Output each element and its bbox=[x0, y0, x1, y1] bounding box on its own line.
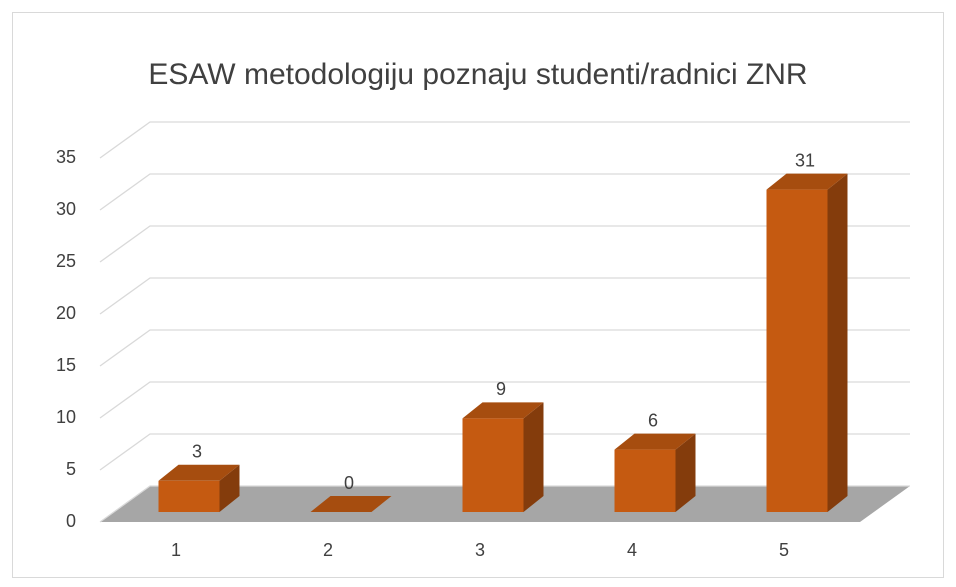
bar bbox=[766, 173, 848, 512]
y-tick-label: 30 bbox=[56, 199, 76, 219]
grid-line bbox=[99, 277, 910, 315]
grid-line bbox=[99, 121, 910, 159]
data-label: 31 bbox=[795, 150, 815, 170]
x-tick-label: 2 bbox=[323, 540, 333, 560]
y-tick-label: 5 bbox=[66, 459, 76, 479]
bar-side bbox=[675, 433, 696, 512]
chart-title: ESAW metodologiju poznaju studenti/radni… bbox=[148, 58, 807, 91]
y-tick-label: 25 bbox=[56, 251, 76, 271]
bar bbox=[614, 433, 696, 512]
bar-front bbox=[766, 189, 828, 512]
x-tick-label: 1 bbox=[171, 540, 181, 560]
bar bbox=[310, 496, 392, 512]
grid-line bbox=[99, 381, 910, 419]
x-tick-label: 3 bbox=[475, 540, 485, 560]
bar-side bbox=[523, 402, 544, 512]
grid-line bbox=[99, 225, 910, 263]
y-tick-label: 35 bbox=[56, 147, 76, 167]
bar-side bbox=[827, 173, 848, 512]
bar-top bbox=[614, 433, 696, 450]
y-tick-label: 10 bbox=[56, 407, 76, 427]
bar-top bbox=[158, 464, 240, 481]
bar bbox=[462, 402, 544, 512]
bar-top bbox=[462, 402, 544, 419]
bar-top bbox=[766, 173, 848, 190]
data-label: 9 bbox=[496, 379, 506, 399]
x-tick-label: 5 bbox=[779, 540, 789, 560]
x-tick-label: 4 bbox=[627, 540, 637, 560]
y-tick-label: 0 bbox=[66, 511, 76, 531]
y-tick-label: 20 bbox=[56, 303, 76, 323]
y-tick-label: 15 bbox=[56, 355, 76, 375]
bar-front bbox=[462, 418, 524, 512]
bar bbox=[158, 464, 240, 512]
bar-top bbox=[310, 496, 392, 512]
grid-line bbox=[99, 329, 910, 367]
bar-front bbox=[614, 449, 676, 512]
bar-side bbox=[219, 464, 240, 512]
data-label: 3 bbox=[192, 442, 202, 462]
data-label: 6 bbox=[648, 410, 658, 430]
bar-front bbox=[158, 480, 220, 512]
grid-line bbox=[99, 173, 910, 211]
data-label: 0 bbox=[344, 473, 354, 493]
